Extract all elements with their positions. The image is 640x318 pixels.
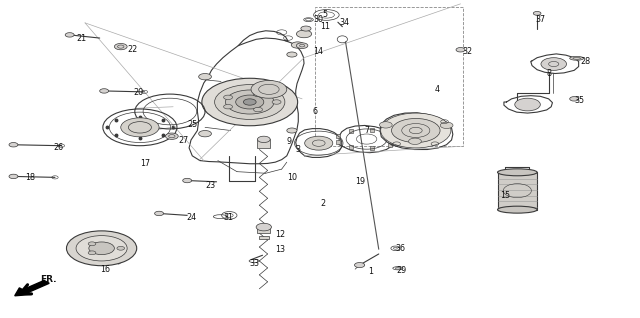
Circle shape (291, 42, 304, 48)
Circle shape (253, 92, 262, 97)
Circle shape (236, 95, 264, 109)
Circle shape (198, 130, 211, 137)
Circle shape (166, 133, 178, 139)
Text: 29: 29 (397, 266, 407, 275)
Text: 5: 5 (323, 10, 328, 19)
Text: 18: 18 (25, 174, 35, 183)
Text: 26: 26 (53, 143, 63, 152)
Text: 31: 31 (223, 213, 233, 222)
Circle shape (182, 178, 191, 183)
Circle shape (287, 52, 297, 57)
Text: 19: 19 (355, 177, 365, 186)
Circle shape (533, 11, 541, 15)
Text: 25: 25 (188, 120, 198, 129)
Circle shape (570, 97, 579, 101)
Text: 12: 12 (275, 231, 285, 239)
Text: 28: 28 (580, 57, 591, 66)
Text: 6: 6 (312, 107, 317, 116)
Circle shape (155, 211, 164, 216)
Circle shape (256, 223, 271, 231)
Text: 16: 16 (100, 265, 109, 274)
Text: 36: 36 (396, 244, 405, 253)
Circle shape (408, 138, 421, 144)
Circle shape (100, 89, 109, 93)
Circle shape (214, 85, 285, 120)
Circle shape (89, 242, 115, 255)
Ellipse shape (497, 206, 537, 213)
Text: 30: 30 (314, 15, 324, 24)
Text: 33: 33 (250, 259, 260, 268)
Text: 13: 13 (275, 245, 285, 254)
Circle shape (272, 100, 281, 104)
Circle shape (223, 105, 232, 109)
Circle shape (225, 90, 274, 114)
Bar (257, 139, 270, 148)
Ellipse shape (497, 169, 537, 176)
Text: 4: 4 (435, 85, 440, 94)
Text: 35: 35 (574, 96, 584, 105)
Circle shape (301, 26, 311, 31)
Ellipse shape (570, 56, 584, 60)
Circle shape (541, 58, 566, 70)
Circle shape (198, 73, 211, 80)
Text: 17: 17 (140, 159, 150, 168)
FancyArrow shape (15, 280, 49, 296)
Circle shape (380, 122, 392, 128)
Circle shape (117, 246, 125, 250)
Text: 23: 23 (205, 181, 215, 190)
Circle shape (456, 48, 465, 52)
Bar (259, 236, 269, 239)
Circle shape (355, 263, 365, 268)
Circle shape (305, 136, 333, 150)
Circle shape (440, 122, 453, 128)
Text: 24: 24 (186, 213, 196, 222)
Circle shape (296, 43, 308, 49)
Circle shape (257, 136, 270, 142)
Text: 21: 21 (76, 34, 86, 43)
Bar (315, 7, 463, 146)
Text: 14: 14 (314, 47, 324, 56)
Circle shape (76, 236, 127, 261)
Text: 1: 1 (368, 267, 373, 276)
Circle shape (392, 119, 440, 142)
Text: 9: 9 (287, 137, 292, 146)
Text: 3: 3 (296, 145, 301, 154)
Text: 32: 32 (463, 47, 472, 56)
Circle shape (88, 251, 96, 255)
Circle shape (381, 113, 451, 148)
Bar (497, 172, 537, 210)
Text: 7: 7 (365, 126, 370, 135)
Circle shape (202, 78, 298, 126)
Text: 22: 22 (127, 45, 138, 54)
Circle shape (9, 142, 18, 147)
Text: 27: 27 (178, 135, 188, 144)
Text: 8: 8 (547, 69, 552, 78)
Text: 15: 15 (500, 191, 510, 200)
Circle shape (223, 95, 232, 100)
Circle shape (243, 99, 256, 105)
Circle shape (88, 242, 96, 246)
Text: 37: 37 (536, 15, 546, 24)
Circle shape (515, 98, 540, 111)
Text: 34: 34 (339, 18, 349, 27)
Bar (257, 228, 270, 233)
Text: 2: 2 (320, 199, 325, 208)
Circle shape (121, 118, 159, 137)
Circle shape (253, 107, 262, 112)
Circle shape (9, 174, 18, 179)
Circle shape (296, 30, 312, 38)
Text: 10: 10 (287, 174, 297, 183)
Circle shape (115, 44, 127, 50)
Text: FR.: FR. (40, 275, 57, 284)
Circle shape (251, 80, 287, 98)
Circle shape (287, 128, 297, 133)
Circle shape (67, 231, 137, 266)
Circle shape (65, 33, 74, 37)
Text: 20: 20 (134, 88, 143, 97)
Text: 11: 11 (320, 22, 330, 31)
